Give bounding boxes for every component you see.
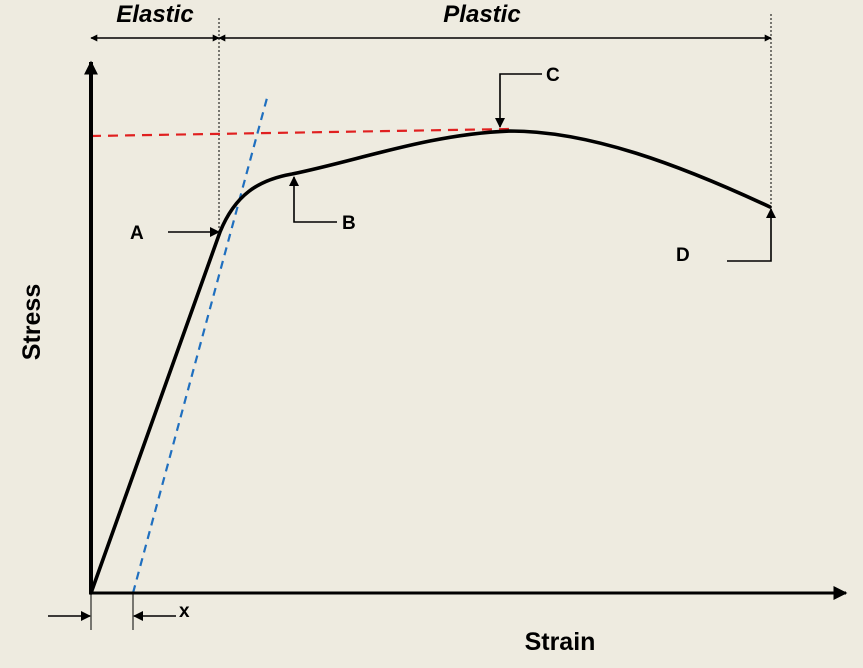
point-c-label: C (546, 65, 560, 86)
point-d-label: D (676, 245, 690, 266)
stress-axis-label: Stress (18, 284, 46, 360)
elastic-label: Elastic (116, 1, 193, 28)
point-d-arrow (727, 208, 776, 262)
ultimate-stress-dashed-line (90, 127, 511, 138)
plastic-label: Plastic (443, 1, 520, 28)
point-b-label: B (342, 213, 356, 234)
point-b-arrow (289, 176, 337, 223)
point-c-arrow (495, 73, 542, 128)
point-a-label: A (130, 223, 144, 244)
offset-dashed-line (131, 97, 269, 594)
strain-axis-label: Strain (525, 628, 596, 656)
stress-strain-curve (89, 129, 772, 595)
offset-label: x (179, 601, 190, 622)
